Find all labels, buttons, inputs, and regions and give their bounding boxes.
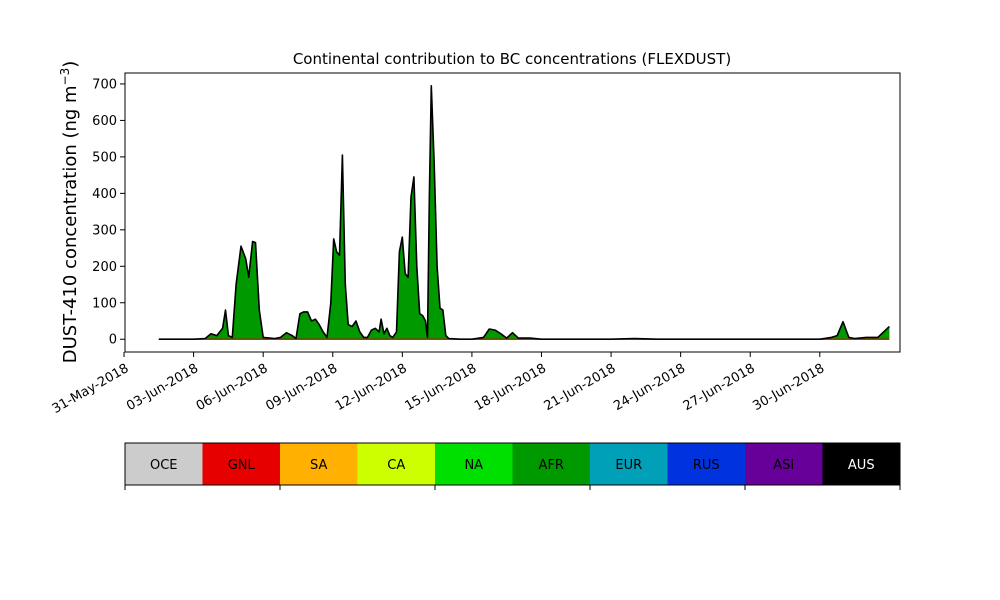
x-axis: 31-May-201803-Jun-201806-Jun-201809-Jun-… (50, 352, 827, 417)
legend-label-sa: SA (310, 458, 327, 473)
legend-label-rus: RUS (693, 458, 720, 473)
legend-swatch-aus (822, 443, 901, 485)
x-tick-label: 12-Jun-2018 (333, 361, 410, 414)
x-tick-label: 27-Jun-2018 (681, 361, 758, 414)
legend-label-na: NA (464, 458, 483, 473)
x-tick-label: 31-May-2018 (50, 361, 132, 417)
x-tick-label: 15-Jun-2018 (402, 361, 479, 414)
y-tick-label: 700 (92, 77, 117, 92)
legend-swatch-eur (590, 443, 668, 485)
legend-swatch-asi (745, 443, 823, 485)
y-tick-label: 100 (92, 296, 117, 311)
legend-label-asi: ASI (773, 458, 794, 473)
plot-frame (124, 72, 901, 353)
legend-swatch-rus (667, 443, 746, 485)
y-axis-label-exponent: −3 (58, 68, 72, 86)
y-tick-label: 200 (92, 260, 117, 275)
legend-frame (124, 442, 901, 486)
legend-swatch-afr (512, 443, 591, 485)
legend-label-eur: EUR (615, 458, 642, 473)
legend-label-afr: AFR (539, 458, 564, 473)
y-tick-label: 0 (109, 333, 117, 348)
y-axis-label-main: DUST-410 concentration (ng m (60, 85, 81, 363)
x-tick-label: 09-Jun-2018 (263, 361, 340, 414)
legend-label-oce: OCE (150, 458, 178, 473)
y-axis-label: DUST-410 concentration (ng m−3) (58, 61, 81, 364)
legend-colorbar: OCE GNL SA CA NA AFR EUR RUS ASI AUS (124, 442, 901, 490)
legend-label-ca: CA (387, 458, 405, 473)
x-tick-label: 24-Jun-2018 (611, 361, 688, 414)
legend-swatch-sa (280, 443, 358, 485)
chart-title: Continental contribution to BC concentra… (293, 50, 731, 68)
y-tick-label: 400 (92, 187, 117, 202)
legend-swatch-gnl (202, 443, 281, 485)
legend-label-gnl: GNL (228, 458, 256, 473)
y-tick-label: 500 (92, 150, 117, 165)
x-tick-label: 30-Jun-2018 (750, 361, 827, 414)
y-axis-label-close: ) (60, 61, 81, 68)
legend-swatch-ca (357, 443, 436, 485)
legend-swatch-oce (125, 443, 203, 485)
legend-label-aus: AUS (848, 458, 875, 473)
series-area-0 (158, 85, 890, 340)
series-line-0 (158, 85, 890, 340)
legend-swatch-na (435, 443, 513, 485)
x-tick-label: 21-Jun-2018 (542, 361, 619, 414)
y-tick-label: 600 (92, 114, 117, 129)
plot-area (158, 85, 890, 340)
y-axis: 0 100 200 300 400 500 600 700 (92, 77, 125, 348)
x-tick-label: 06-Jun-2018 (194, 361, 271, 414)
y-tick-label: 300 (92, 223, 117, 238)
x-tick-label: 03-Jun-2018 (124, 361, 201, 414)
x-tick-label: 18-Jun-2018 (472, 361, 549, 414)
